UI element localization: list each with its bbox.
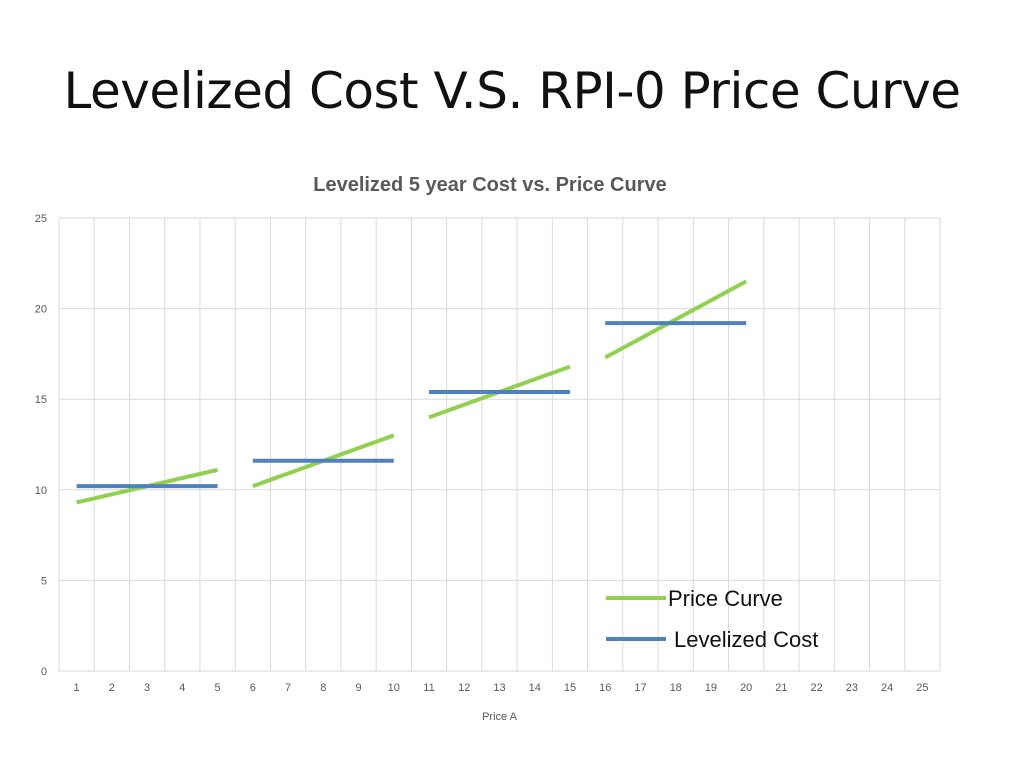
x-tick-label: 19	[705, 682, 717, 694]
x-tick-label: 14	[529, 682, 541, 694]
legend-label-levelized-cost: Levelized Cost	[674, 627, 818, 652]
x-tick-label: 7	[285, 682, 291, 694]
x-tick-label: 17	[634, 682, 646, 694]
x-tick-label: 18	[670, 682, 682, 694]
x-tick-label: 5	[215, 682, 221, 694]
x-tick-label: 23	[846, 682, 858, 694]
y-tick-label: 15	[35, 394, 47, 406]
chart-grid	[58, 217, 941, 672]
x-tick-label: 3	[144, 682, 150, 694]
x-tick-label: 22	[811, 682, 823, 694]
y-tick-label: 10	[35, 485, 47, 497]
price-curve-segment	[604, 279, 748, 360]
x-tick-label: 20	[740, 682, 752, 694]
x-tick-label: 9	[355, 682, 361, 694]
x-tick-label: 13	[493, 682, 505, 694]
x-tick-label: 25	[916, 682, 928, 694]
x-tick-label: 8	[320, 682, 326, 694]
x-tick-label: 16	[599, 682, 611, 694]
x-tick-label: 10	[388, 682, 400, 694]
chart-title: Levelized 5 year Cost vs. Price Curve	[313, 174, 667, 196]
y-axis: 0 5 10 15 20 25	[35, 213, 47, 678]
x-tick-label: 6	[250, 682, 256, 694]
x-tick-label: 12	[458, 682, 470, 694]
x-tick-label: 2	[109, 682, 115, 694]
y-tick-label: 5	[41, 575, 47, 587]
x-tick-label: 24	[881, 682, 893, 694]
x-tick-label: 11	[423, 682, 434, 694]
slide-title: Levelized Cost V.S. RPI-0 Price Curve	[63, 62, 961, 120]
x-tick-label: 4	[179, 682, 185, 694]
y-tick-label: 20	[35, 304, 47, 316]
legend-label-price-curve: Price Curve	[668, 586, 783, 611]
x-tick-label: 21	[775, 682, 787, 694]
x-tick-label: 15	[564, 682, 576, 694]
x-axis: 1 2 3 4 5 6 7 8 9 10 11 12 13 14 15 16 17 18 19 20 21 22 23 24 2…	[74, 682, 929, 694]
x-tick-label: 1	[74, 682, 80, 694]
x-axis-label: Price A	[482, 711, 518, 723]
y-tick-label: 25	[35, 213, 47, 225]
chart-series	[76, 279, 748, 505]
legend: Price Curve Levelized Cost	[606, 586, 818, 652]
y-tick-label: 0	[41, 666, 47, 678]
